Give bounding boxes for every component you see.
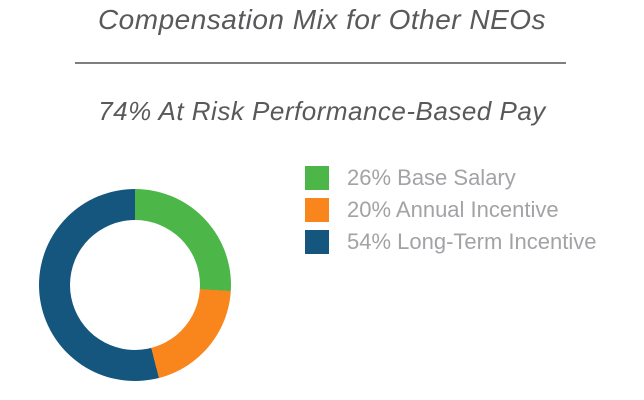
legend-item-annual-incentive: 20% Annual Incentive: [305, 194, 596, 226]
title-divider-line: [75, 62, 566, 64]
legend-label: 20% Annual Incentive: [347, 197, 559, 222]
legend-swatch: [305, 166, 329, 190]
legend-swatch: [305, 230, 329, 254]
chart-legend: 26% Base Salary 20% Annual Incentive 54%…: [305, 162, 596, 258]
legend-label: 26% Base Salary: [347, 165, 516, 190]
donut-chart: [39, 189, 231, 381]
legend-item-long-term-incentive: 54% Long-Term Incentive: [305, 226, 596, 258]
chart-title: Compensation Mix for Other NEOs: [97, 4, 547, 35]
legend-swatch: [305, 198, 329, 222]
legend-label: 54% Long-Term Incentive: [347, 229, 597, 254]
chart-subtitle: 74% At Risk Performance-Based Pay: [98, 96, 546, 126]
donut-hole: [70, 220, 200, 350]
legend-item-base-salary: 26% Base Salary: [305, 162, 596, 194]
